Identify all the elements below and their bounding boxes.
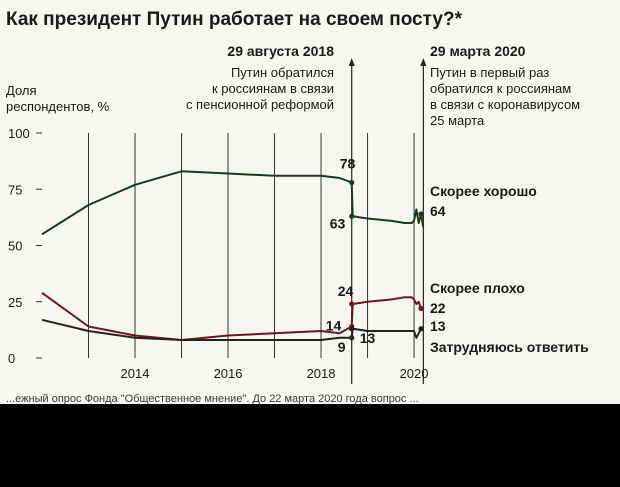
annotation-point — [349, 179, 355, 186]
event-annotation-2020: 29 марта 2020 Путин в первый раз обратил… — [430, 43, 580, 128]
y-axis-label-line: респондентов, % — [6, 99, 110, 114]
y-tick-label: 0 — [8, 351, 15, 366]
data-label: 9 — [338, 339, 346, 355]
x-tick-label: 2016 — [214, 366, 243, 381]
data-labels: 78 63 24 14 9 13 — [326, 156, 376, 355]
event-desc-line: с пенсионной реформой — [186, 97, 334, 112]
event-arrow — [420, 58, 427, 66]
event-arrow — [348, 58, 355, 66]
legend-entry: Скорее хорошо — [430, 183, 537, 199]
y-tick-label: 100 — [8, 126, 30, 141]
series-line — [41, 170, 425, 236]
x-tick-label: 2014 — [121, 366, 150, 381]
data-label: 78 — [340, 156, 356, 172]
data-label: 63 — [330, 215, 346, 231]
legend-entry: Скорее плохо — [430, 280, 525, 296]
x-tick-label: 2018 — [307, 366, 336, 381]
legend-value: 64 — [430, 203, 446, 219]
legend-entry: Затрудняюсь ответить — [430, 339, 589, 355]
annotation-point — [349, 335, 355, 341]
y-tick-label: 75 — [8, 182, 22, 197]
legend: Скорее хорошо 64 Скорее плохо 22 13 Затрудняю… — [430, 183, 589, 355]
legend-value: 13 — [430, 318, 446, 334]
event-annotation-2018: 29 августа 2018 Путин обратился к россия… — [186, 43, 334, 112]
event-desc-line: Путин в первый раз — [430, 65, 549, 80]
event-date-2018: 29 августа 2018 — [227, 43, 334, 59]
series-lines — [41, 170, 425, 341]
grid — [36, 132, 415, 359]
event-desc-line: к россиянам в связи — [212, 81, 334, 96]
y-tick-label: 25 — [8, 295, 22, 310]
annotation-point — [349, 301, 355, 307]
y-axis-label-line: Доля — [6, 83, 37, 98]
chart-title: Как президент Путин работает на своем по… — [6, 9, 463, 30]
event-desc-line: в связи с коронавирусом — [430, 97, 580, 112]
annotation-point — [349, 213, 355, 219]
x-tick-label: 2020 — [400, 366, 429, 381]
legend-value: 22 — [430, 300, 446, 316]
event-desc-line: Путин обратился — [231, 65, 334, 80]
y-tick-label: 50 — [8, 239, 22, 254]
footnote: ...ежный опрос Фонда "Общественное мнени… — [6, 393, 419, 405]
tick-labels: 0 25 50 75 100 2014 2016 2018 2020 — [8, 126, 429, 381]
data-label: 24 — [338, 283, 354, 299]
data-label: 13 — [360, 330, 376, 346]
series-end-point — [418, 211, 424, 217]
event-desc-line: 25 марта — [430, 113, 485, 128]
event-date-2020: 29 марта 2020 — [430, 43, 526, 59]
event-desc-line: обратился к россиянам — [430, 81, 571, 96]
series-end-point — [418, 305, 424, 312]
chart-panel — [0, 0, 620, 404]
series-end-point — [418, 326, 424, 332]
data-label: 14 — [326, 318, 342, 334]
annotation-point — [349, 326, 355, 332]
series-line — [41, 318, 424, 341]
